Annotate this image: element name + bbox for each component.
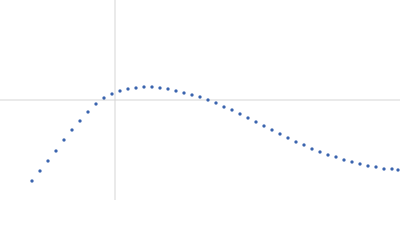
point (174, 89, 178, 93)
point (358, 162, 362, 166)
point (286, 136, 290, 140)
point (54, 149, 58, 153)
point (62, 138, 66, 142)
point (222, 105, 226, 109)
point (382, 167, 386, 171)
point (254, 120, 258, 124)
point (158, 86, 162, 90)
point (38, 169, 42, 173)
point (214, 101, 218, 105)
chart (0, 0, 400, 200)
point (70, 128, 74, 132)
point (102, 96, 106, 100)
point (230, 108, 234, 112)
point (302, 143, 306, 147)
point (94, 102, 98, 106)
point (150, 85, 154, 89)
point (374, 165, 378, 169)
point (134, 86, 138, 90)
point (166, 87, 170, 91)
point (294, 140, 298, 144)
point (334, 155, 338, 159)
point (262, 124, 266, 128)
point (246, 116, 250, 120)
point (350, 160, 354, 164)
point (326, 153, 330, 157)
point (318, 150, 322, 154)
point (198, 95, 202, 99)
point (86, 110, 90, 114)
point (390, 167, 394, 171)
point (342, 158, 346, 162)
point (142, 85, 146, 89)
point (366, 164, 370, 168)
point (30, 179, 34, 183)
point (126, 87, 130, 91)
point (270, 128, 274, 132)
point (110, 92, 114, 96)
point (310, 147, 314, 151)
point (396, 168, 400, 172)
point (78, 119, 82, 123)
point (118, 89, 122, 93)
point (46, 159, 50, 163)
point (278, 132, 282, 136)
point (190, 93, 194, 97)
point (206, 98, 210, 102)
point (182, 91, 186, 95)
point (238, 112, 242, 116)
